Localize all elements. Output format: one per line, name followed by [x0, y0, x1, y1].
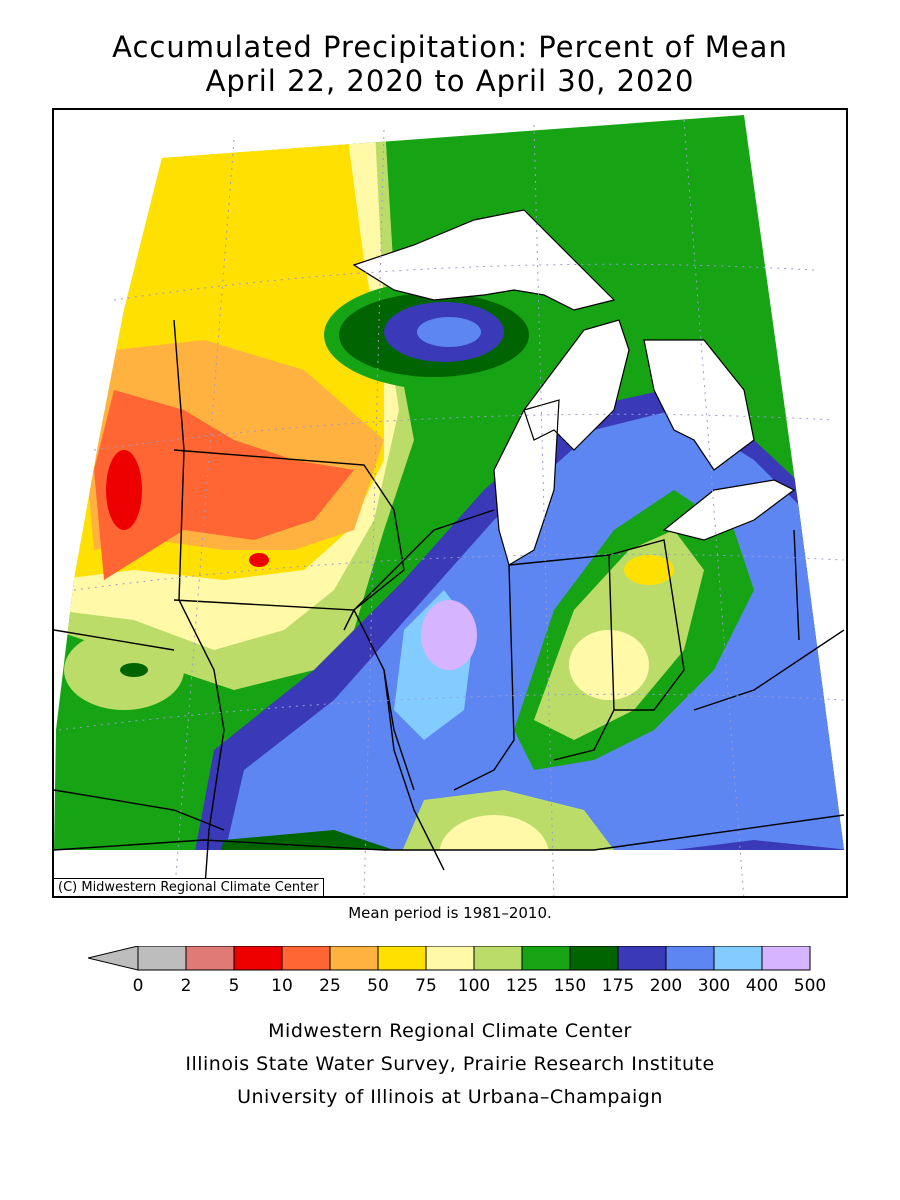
copyright-notice: (C) Midwestern Regional Climate Center — [54, 878, 324, 896]
legend-swatch-10 — [617, 946, 667, 971]
coast-michigan-north — [523, 319, 630, 451]
legend-tick-label: 100 — [457, 976, 491, 996]
color-legend — [88, 946, 811, 971]
boundary-illinois-east — [453, 564, 515, 791]
boundary-wisconsin-south — [353, 509, 495, 611]
boundary-pennsylvania — [793, 529, 800, 641]
map-canvas — [54, 115, 845, 896]
legend-tick-label: 10 — [271, 976, 293, 996]
boundary-kansas — [54, 629, 175, 651]
grid-lon-1 — [173, 139, 235, 896]
boundary-south — [54, 814, 845, 851]
zone-200-300-up — [417, 317, 481, 347]
legend-boxes — [137, 946, 811, 971]
legend-swatch-4 — [329, 946, 379, 971]
mean-period-note: Mean period is 1981–2010. — [348, 904, 552, 922]
footer-org: Midwestern Regional Climate Center — [268, 1020, 632, 1042]
legend-swatch-7 — [473, 946, 523, 971]
coast-erie — [662, 479, 796, 541]
boundary-illinois-west — [383, 669, 445, 871]
grid-lon-4 — [683, 119, 745, 896]
zone-5-10 — [106, 450, 142, 530]
legend-tick-label: 400 — [745, 976, 779, 996]
legend-tick-label: 150 — [553, 976, 587, 996]
boundary-oklahoma — [54, 789, 225, 831]
legend-swatch-3 — [281, 946, 331, 971]
legend-swatch-9 — [569, 946, 619, 971]
boundary-kentucky — [693, 629, 845, 711]
legend-tick-label: 25 — [319, 976, 341, 996]
coast-huron — [643, 339, 755, 471]
lake-huron — [644, 340, 754, 470]
legend-swatch-1 — [185, 946, 235, 971]
zone-150-175-sw — [120, 663, 148, 677]
boundary-iowa-north — [173, 449, 405, 631]
zone-400-500 — [421, 600, 477, 670]
zone-10-25-west — [94, 390, 354, 580]
legend-tick-label: 175 — [601, 976, 635, 996]
zone-75-100-south — [439, 815, 549, 850]
legend-tick-label: 0 — [132, 976, 144, 996]
map-title: Accumulated Precipitation: Percent of Me… — [112, 30, 788, 64]
legend-tick-label: 500 — [793, 976, 827, 996]
legend-tick-label: 200 — [649, 976, 683, 996]
coast-superior — [352, 209, 616, 311]
legend-arrow — [88, 946, 139, 971]
legend-swatch-6 — [425, 946, 475, 971]
legend-swatch-11 — [665, 946, 715, 971]
footer-university: University of Illinois at Urbana–Champai… — [237, 1086, 663, 1108]
legend-tick-label: 75 — [415, 976, 437, 996]
legend-tick-label: 50 — [367, 976, 389, 996]
map-date-range: April 22, 2020 to April 30, 2020 — [205, 64, 695, 98]
coast-michigan — [493, 399, 560, 566]
legend-swatch-2 — [233, 946, 283, 971]
state-boundaries — [54, 319, 845, 896]
coastlines — [352, 209, 796, 566]
lat-lon-grid — [58, 119, 845, 896]
grid-lon-2 — [363, 129, 385, 896]
legend-swatch-8 — [521, 946, 571, 971]
zone-5-10-small — [249, 553, 269, 567]
legend-tick-label: 300 — [697, 976, 731, 996]
legend-swatch-0 — [137, 946, 187, 971]
legend-swatch-5 — [377, 946, 427, 971]
zone-75-100-east — [569, 630, 649, 700]
lake-erie — [664, 480, 794, 540]
legend-swatch-13 — [761, 946, 811, 971]
boundary-west — [173, 319, 225, 896]
legend-swatch-12 — [713, 946, 763, 971]
boundary-ohio-west — [608, 539, 685, 711]
footer-survey: Illinois State Water Survey, Prairie Res… — [185, 1053, 715, 1075]
legend-tick-label: 2 — [180, 976, 192, 996]
zone-50-75-east — [624, 555, 674, 585]
precipitation-map — [52, 108, 848, 898]
legend-tick-label: 5 — [228, 976, 240, 996]
legend-tick-label: 125 — [505, 976, 539, 996]
